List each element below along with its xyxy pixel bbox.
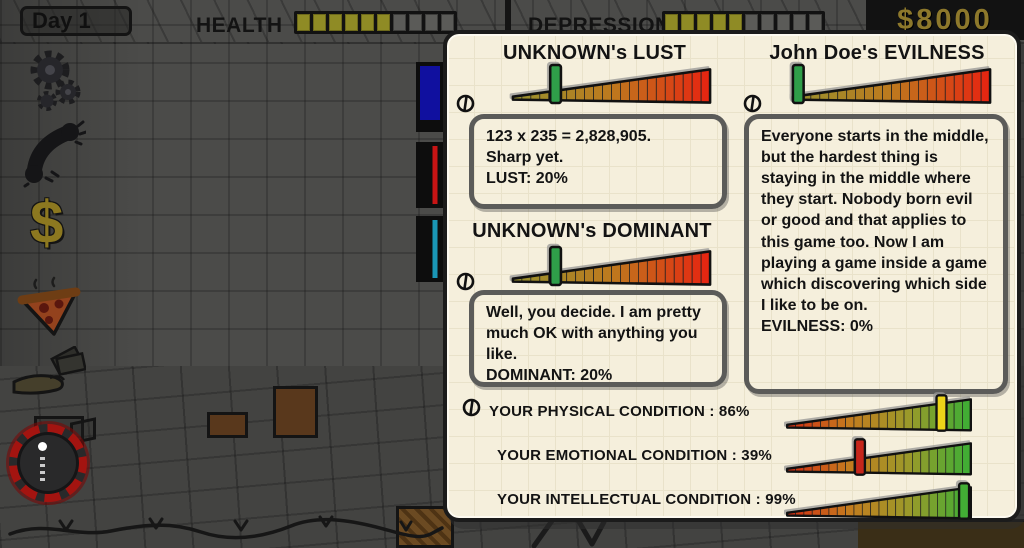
health-label: HEALTH (196, 14, 283, 37)
wall-poster-cyan (416, 216, 444, 282)
hand-money-icon[interactable] (10, 346, 86, 402)
lust-text-box: 123 x 235 = 2,828,905. Sharp yet. LUST: … (469, 114, 727, 209)
stats-popup: UNKNOWN's LUST 123 x 235 = 2,828,905. Sh… (443, 30, 1021, 522)
bar-segment (809, 14, 822, 31)
physical-condition-label: YOUR PHYSICAL CONDITION : 86% (489, 403, 750, 420)
bar-segment (345, 14, 358, 31)
depression-bar (662, 11, 825, 34)
evilness-info-icon[interactable] (743, 94, 762, 113)
intellectual-condition-slider[interactable] (765, 481, 993, 521)
phone-icon[interactable] (20, 118, 86, 188)
slider-handle (853, 438, 867, 476)
floor-crate-small (207, 412, 248, 438)
barbed-wire-doodle (8, 515, 444, 540)
lust-title: UNKNOWN's LUST (502, 42, 687, 64)
physical-info-icon[interactable] (462, 398, 481, 417)
physical-condition-row: YOUR PHYSICAL CONDITION : 86% (447, 392, 1024, 434)
slider-handle (548, 245, 563, 287)
pizza-icon[interactable] (14, 272, 84, 344)
emotional-condition-row: YOUR EMOTIONAL CONDITION : 39% (447, 436, 1024, 478)
blade-button-marks (40, 455, 45, 481)
dominant-slider[interactable] (509, 244, 714, 288)
lust-slider[interactable] (509, 62, 714, 106)
floor-marks-doodle (531, 515, 607, 548)
intellectual-condition-row: YOUR INTELLECTUAL CONDITION : 99% (447, 480, 1024, 522)
dominant-title: UNKNOWN's DOMINANT (472, 220, 712, 242)
evilness-text-box: Everyone starts in the middle, but the h… (744, 114, 1008, 394)
bar-segment (729, 14, 742, 31)
bar-segment (665, 14, 678, 31)
dollar-icon[interactable]: $ (30, 189, 64, 256)
bar-segment (745, 14, 758, 31)
bar-segment (777, 14, 790, 31)
evilness-slider[interactable] (789, 62, 994, 106)
evilness-title: John Doe's EVILNESS (769, 42, 985, 64)
slider-handle (935, 394, 948, 432)
dominant-info-icon[interactable] (456, 272, 475, 291)
blade-button-dot (38, 442, 47, 451)
bar-segment (761, 14, 774, 31)
floor-crate-large (273, 386, 318, 438)
dominant-text-box: Well, you decide. I am pretty much OK wi… (469, 290, 727, 387)
blade-button[interactable] (9, 424, 87, 502)
bar-segment (313, 14, 326, 31)
bar-segment (793, 14, 806, 31)
bar-segment (393, 14, 406, 31)
bar-segment (361, 14, 374, 31)
bar-segment (697, 14, 710, 31)
bar-segment (681, 14, 694, 31)
bar-segment (377, 14, 390, 31)
slider-handle (791, 63, 805, 105)
lust-info-icon[interactable] (456, 94, 475, 113)
hud-divider (505, 0, 511, 36)
desk-corner (858, 519, 1024, 548)
day-badge: Day 1 (20, 6, 132, 36)
gears-icon[interactable] (22, 46, 84, 114)
bar-segment (425, 14, 438, 31)
emotional-condition-label: YOUR EMOTIONAL CONDITION : 39% (497, 447, 772, 464)
physical-condition-slider[interactable] (765, 393, 993, 433)
day-label: Day 1 (32, 8, 91, 33)
wall-poster-blue (416, 62, 444, 132)
health-bar (294, 11, 457, 34)
bar-segment (297, 14, 310, 31)
bar-segment (329, 14, 342, 31)
wall-poster-red (416, 142, 444, 208)
slider-handle (548, 63, 563, 105)
bar-segment (713, 14, 726, 31)
bar-segment (409, 14, 422, 31)
emotional-condition-slider[interactable] (765, 437, 993, 477)
bar-segment (441, 14, 454, 31)
slider-handle (957, 482, 971, 520)
intellectual-condition-label: YOUR INTELLECTUAL CONDITION : 99% (497, 491, 796, 508)
